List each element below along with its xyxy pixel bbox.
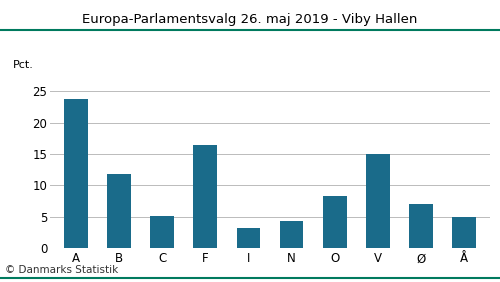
Text: © Danmarks Statistik: © Danmarks Statistik — [5, 265, 118, 275]
Text: Europa-Parlamentsvalg 26. maj 2019 - Viby Hallen: Europa-Parlamentsvalg 26. maj 2019 - Vib… — [82, 13, 417, 26]
Bar — [409, 204, 433, 248]
Bar — [366, 153, 390, 248]
Bar — [194, 145, 217, 248]
Bar — [64, 99, 88, 248]
Bar — [452, 217, 476, 248]
Bar — [236, 228, 260, 248]
Text: Pct.: Pct. — [12, 61, 34, 70]
Bar — [107, 174, 131, 248]
Bar — [150, 215, 174, 248]
Bar — [323, 196, 346, 248]
Bar — [280, 221, 303, 248]
